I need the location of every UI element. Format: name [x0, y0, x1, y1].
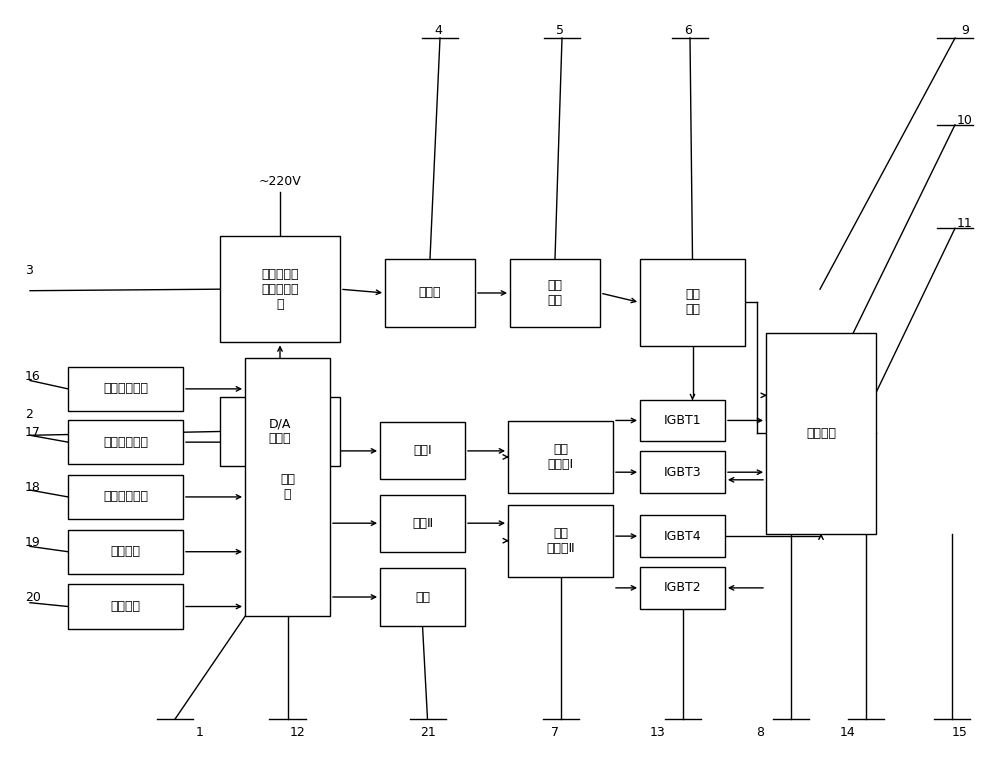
Text: 17: 17 — [25, 425, 41, 439]
Text: 4: 4 — [434, 24, 442, 37]
Text: 20: 20 — [25, 591, 41, 604]
Bar — [640, 451, 725, 493]
Text: IGBT2: IGBT2 — [664, 581, 701, 594]
Text: 磁化线圈: 磁化线圈 — [806, 427, 836, 440]
Bar — [380, 568, 465, 626]
Text: D/A
转换器: D/A 转换器 — [269, 418, 291, 445]
Text: IGBT4: IGBT4 — [664, 530, 701, 543]
Bar — [380, 495, 465, 552]
Bar — [508, 505, 613, 577]
Text: 确定按键: 确定按键 — [110, 545, 140, 559]
Text: 磁化时间按键: 磁化时间按键 — [103, 490, 148, 504]
Text: ~220V: ~220V — [259, 175, 301, 188]
Text: 显示: 显示 — [415, 591, 430, 603]
Text: 单向全隔离
整流调压模
块: 单向全隔离 整流调压模 块 — [261, 268, 299, 310]
Text: 磁化频率按键: 磁化频率按键 — [103, 435, 148, 449]
Text: 13: 13 — [650, 725, 666, 739]
Bar — [385, 259, 475, 327]
Text: 3: 3 — [25, 263, 33, 277]
Bar — [245, 358, 330, 616]
Text: 磁场强度按键: 磁场强度按键 — [103, 382, 148, 396]
Text: 8: 8 — [756, 725, 764, 739]
Bar — [380, 422, 465, 479]
Text: 10: 10 — [957, 113, 973, 127]
Bar — [68, 584, 183, 629]
Bar — [68, 530, 183, 574]
Text: 5: 5 — [556, 24, 564, 37]
Text: 14: 14 — [840, 725, 856, 739]
Text: 19: 19 — [25, 536, 41, 549]
Bar — [640, 567, 725, 609]
Text: 光耦Ⅱ: 光耦Ⅱ — [412, 517, 433, 530]
Bar — [68, 420, 183, 464]
Bar — [766, 333, 876, 534]
Bar — [220, 236, 340, 342]
Text: 11: 11 — [957, 217, 973, 231]
Text: 15: 15 — [952, 725, 968, 739]
Text: IGBT3: IGBT3 — [664, 466, 701, 479]
Bar — [220, 397, 340, 466]
Text: 7: 7 — [551, 725, 559, 739]
Text: 电桥
驱动器Ⅱ: 电桥 驱动器Ⅱ — [546, 527, 575, 555]
Text: 6: 6 — [684, 24, 692, 37]
Text: 2: 2 — [25, 408, 33, 422]
Text: IGBT1: IGBT1 — [664, 414, 701, 427]
Bar — [640, 400, 725, 441]
Text: 滤波
电容: 滤波 电容 — [548, 279, 562, 307]
Text: 18: 18 — [25, 480, 41, 494]
Text: 电桥
驱动器Ⅰ: 电桥 驱动器Ⅰ — [547, 443, 574, 471]
Bar — [68, 475, 183, 519]
Text: 单片
机: 单片 机 — [280, 473, 295, 501]
Text: 重设按键: 重设按键 — [110, 600, 140, 613]
Text: 21: 21 — [420, 725, 436, 739]
Bar — [510, 259, 600, 327]
Bar — [508, 421, 613, 493]
Text: 12: 12 — [290, 725, 306, 739]
Text: 16: 16 — [25, 370, 41, 384]
Bar — [640, 515, 725, 557]
Bar — [68, 367, 183, 411]
Text: 1: 1 — [196, 725, 204, 739]
Text: 光耦Ⅰ: 光耦Ⅰ — [413, 444, 432, 457]
Text: 9: 9 — [961, 24, 969, 37]
Text: 储能
电容: 储能 电容 — [685, 288, 700, 317]
Bar — [640, 259, 745, 346]
Text: 抗流圈: 抗流圈 — [419, 286, 441, 300]
